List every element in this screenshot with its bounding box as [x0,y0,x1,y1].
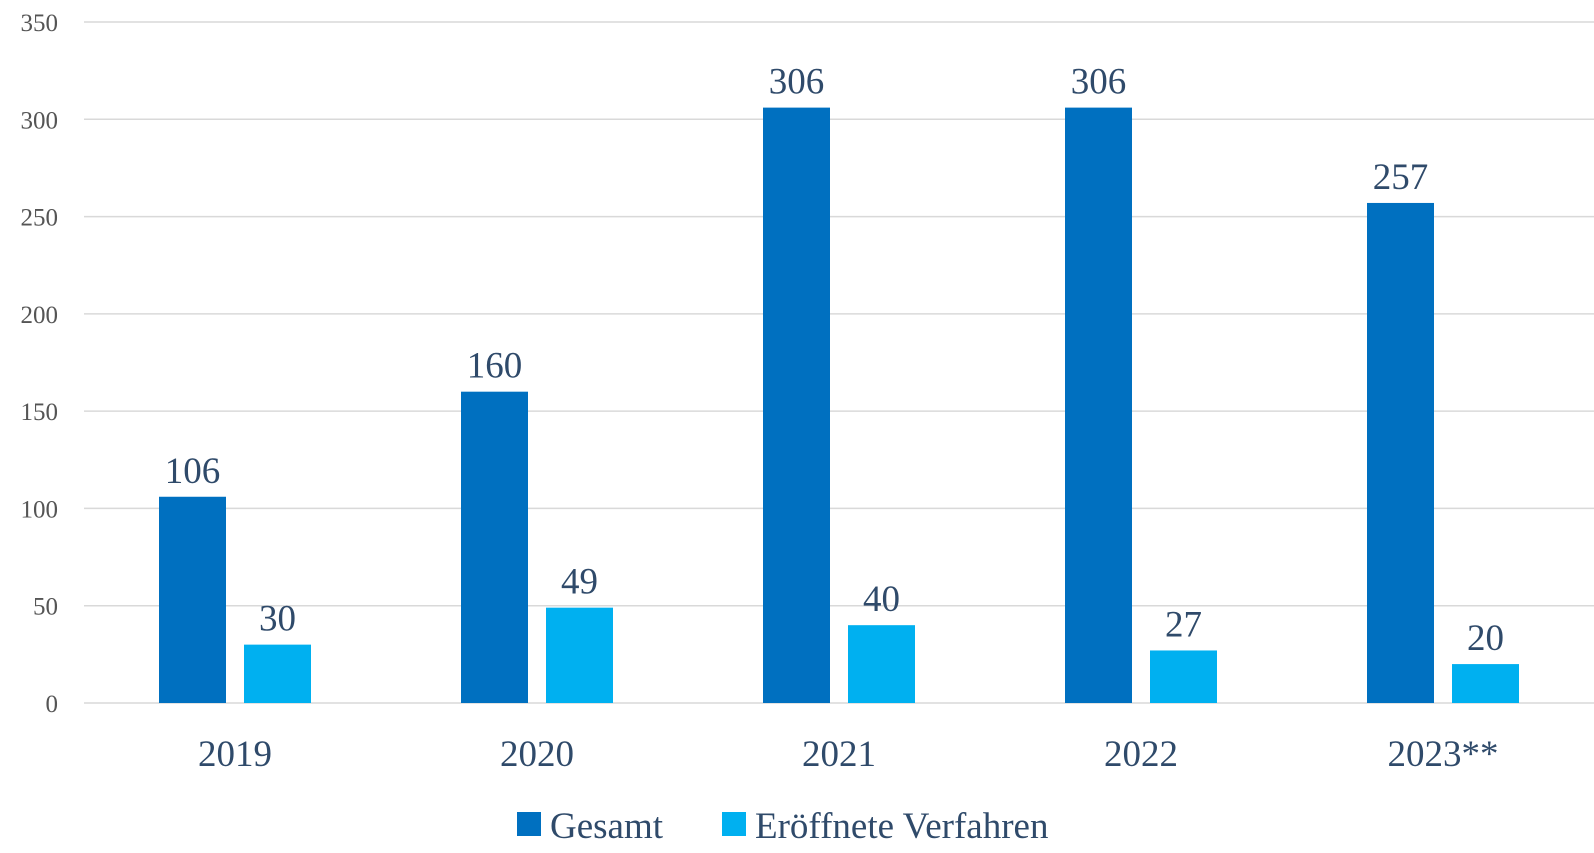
bar-2020-gesamt [461,391,528,703]
data-label: 257 [1373,157,1429,198]
y-tick-label: 0 [46,691,59,718]
bar-2019-gesamt [159,496,226,703]
bar-2022-er-ffnete-verfahren [1150,650,1217,703]
y-axis-ticks: 0 50 100 150 200 250 300 350 [21,10,59,718]
y-tick-label: 250 [21,205,59,232]
x-tick-label: 2022 [1104,734,1178,775]
y-tick-label: 100 [21,496,59,523]
y-tick-label: 300 [21,107,59,134]
bar-2019-er-ffnete-verfahren [244,644,311,703]
legend-label-gesamt: Gesamt [550,806,664,847]
y-tick-label: 350 [21,10,59,37]
grid-lines [84,21,1594,704]
data-label: 160 [467,346,523,387]
data-label: 306 [1071,62,1127,103]
legend: Gesamt Eröffnete Verfahren [517,806,1048,847]
data-label: 27 [1165,604,1202,645]
y-tick-label: 50 [33,594,58,621]
data-label: 30 [259,599,296,640]
x-tick-label: 2021 [802,734,876,775]
legend-swatch-gesamt [517,812,541,836]
bar-2023**-er-ffnete-verfahren [1452,664,1519,703]
legend-swatch-eroeffnete-verfahren [722,812,746,836]
y-tick-label: 200 [21,302,59,329]
data-label: 20 [1467,618,1504,659]
data-label: 306 [769,62,825,103]
y-tick-label: 150 [21,399,59,426]
bar-2021-er-ffnete-verfahren [848,625,915,703]
data-label: 40 [863,579,900,620]
x-tick-label: 2023** [1388,734,1499,775]
bar-2023**-gesamt [1367,202,1434,704]
x-tick-label: 2019 [198,734,272,775]
data-label: 49 [561,562,598,603]
bars [159,107,1519,704]
bar-2021-gesamt [763,107,830,703]
x-tick-label: 2020 [500,734,574,775]
bar-2020-er-ffnete-verfahren [546,607,613,703]
data-label: 106 [165,451,221,492]
bar-2022-gesamt [1065,107,1132,703]
legend-label-eroeffnete-verfahren: Eröffnete Verfahren [755,806,1048,847]
x-axis-ticks: 2019 2020 2021 2022 2023** [198,734,1499,775]
data-labels: 106 30 160 49 306 40 306 27 257 20 [165,62,1504,659]
